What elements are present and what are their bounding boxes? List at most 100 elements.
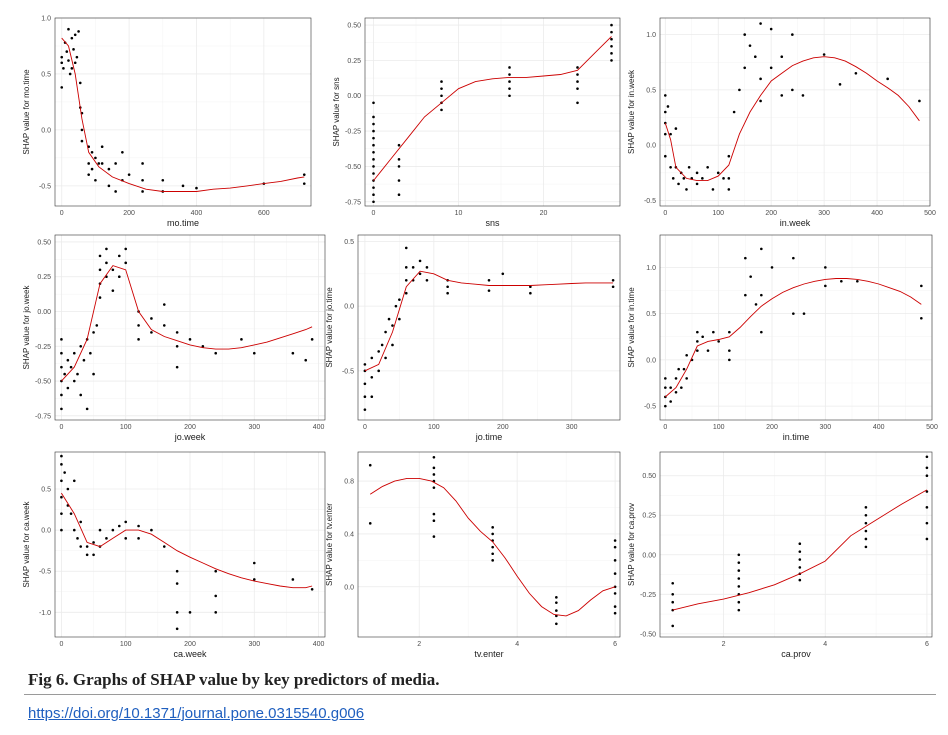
data-point bbox=[440, 80, 443, 83]
data-point bbox=[759, 77, 762, 81]
data-point bbox=[60, 407, 63, 411]
data-point bbox=[666, 105, 670, 108]
data-point bbox=[491, 545, 494, 549]
data-point bbox=[111, 289, 115, 292]
data-point bbox=[291, 351, 295, 355]
data-point bbox=[696, 349, 699, 352]
x-tick-label: 0 bbox=[363, 424, 367, 431]
data-point bbox=[508, 94, 511, 98]
data-point bbox=[611, 285, 615, 289]
data-point bbox=[372, 115, 375, 119]
data-point bbox=[440, 87, 443, 90]
data-point bbox=[372, 122, 375, 126]
data-point bbox=[107, 184, 111, 188]
data-point bbox=[669, 386, 672, 389]
y-tick-label: 0.8 bbox=[344, 479, 354, 486]
data-point bbox=[181, 184, 185, 188]
data-point bbox=[78, 81, 82, 85]
y-axis-title: SHAP value for in.time bbox=[627, 287, 636, 368]
data-point bbox=[824, 266, 827, 269]
data-point bbox=[175, 582, 179, 585]
data-point bbox=[162, 324, 166, 327]
data-point bbox=[687, 165, 691, 169]
data-point bbox=[397, 158, 401, 161]
data-point bbox=[576, 73, 579, 76]
data-point bbox=[100, 145, 104, 148]
data-point bbox=[363, 382, 367, 386]
data-point bbox=[696, 340, 699, 343]
data-point bbox=[798, 542, 802, 546]
y-tick-label: 0.50 bbox=[642, 473, 656, 480]
x-tick-label: 300 bbox=[818, 210, 830, 217]
data-point bbox=[60, 528, 63, 532]
data-point bbox=[491, 559, 494, 562]
data-point bbox=[432, 455, 436, 459]
data-point bbox=[377, 350, 380, 353]
data-point bbox=[727, 188, 731, 191]
data-point bbox=[701, 177, 704, 180]
data-point bbox=[695, 182, 699, 186]
y-tick-label: 0.25 bbox=[37, 274, 51, 281]
data-point bbox=[663, 154, 667, 158]
data-point bbox=[555, 622, 558, 626]
data-point bbox=[671, 581, 675, 585]
x-tick-label: 6 bbox=[925, 641, 929, 648]
data-point bbox=[380, 343, 384, 347]
y-tick-label: 0.0 bbox=[344, 584, 354, 591]
data-point bbox=[738, 88, 741, 92]
data-point bbox=[671, 177, 675, 180]
smooth-line bbox=[664, 56, 920, 182]
data-point bbox=[114, 190, 117, 193]
data-point bbox=[82, 358, 86, 362]
x-axis-title: jo.week bbox=[174, 432, 206, 442]
data-point bbox=[798, 578, 802, 582]
data-point bbox=[60, 86, 64, 89]
data-point bbox=[60, 495, 63, 499]
data-point bbox=[685, 353, 688, 357]
data-point bbox=[613, 559, 617, 562]
data-point bbox=[372, 101, 375, 105]
data-point bbox=[124, 537, 128, 540]
data-point bbox=[66, 487, 70, 491]
y-tick-label: -0.25 bbox=[345, 129, 361, 136]
data-point bbox=[759, 22, 762, 25]
data-point bbox=[663, 132, 667, 136]
data-point bbox=[737, 585, 741, 588]
doi-link[interactable]: https://doi.org/10.1371/journal.pone.031… bbox=[28, 705, 365, 722]
data-point bbox=[925, 537, 929, 541]
x-axis-title: sns bbox=[485, 218, 500, 228]
data-point bbox=[695, 171, 699, 175]
x-tick-label: 400 bbox=[873, 424, 885, 431]
x-tick-label: 200 bbox=[497, 424, 509, 431]
data-point bbox=[391, 324, 394, 327]
data-point bbox=[760, 293, 763, 297]
y-tick-label: -0.5 bbox=[644, 404, 656, 411]
data-point bbox=[838, 83, 842, 86]
data-point bbox=[576, 66, 579, 69]
x-tick-label: 400 bbox=[313, 641, 325, 648]
x-axis-title: in.time bbox=[783, 432, 810, 442]
x-tick-label: 100 bbox=[428, 424, 440, 431]
data-point bbox=[717, 340, 720, 343]
data-point bbox=[141, 190, 144, 193]
data-point bbox=[252, 561, 256, 565]
data-point bbox=[749, 275, 752, 278]
x-tick-label: 200 bbox=[766, 424, 778, 431]
y-tick-label: 0.00 bbox=[37, 309, 51, 316]
data-point bbox=[117, 275, 121, 279]
x-tick-label: 300 bbox=[248, 641, 260, 648]
data-point bbox=[706, 349, 710, 352]
y-axis-title: SHAP value for ca.week bbox=[22, 500, 31, 587]
data-point bbox=[404, 291, 408, 295]
y-tick-label: -0.5 bbox=[39, 569, 51, 576]
x-tick-label: 10 bbox=[455, 210, 463, 217]
y-tick-label: 0.0 bbox=[646, 357, 656, 364]
data-point bbox=[822, 53, 826, 56]
data-point bbox=[60, 512, 63, 515]
data-point bbox=[674, 127, 678, 130]
data-point bbox=[188, 611, 192, 614]
x-tick-label: 400 bbox=[871, 210, 883, 217]
panel-border bbox=[357, 451, 621, 638]
x-tick-label: 0 bbox=[663, 424, 667, 431]
y-axis-title: SHAP value for jo.week bbox=[22, 285, 31, 370]
